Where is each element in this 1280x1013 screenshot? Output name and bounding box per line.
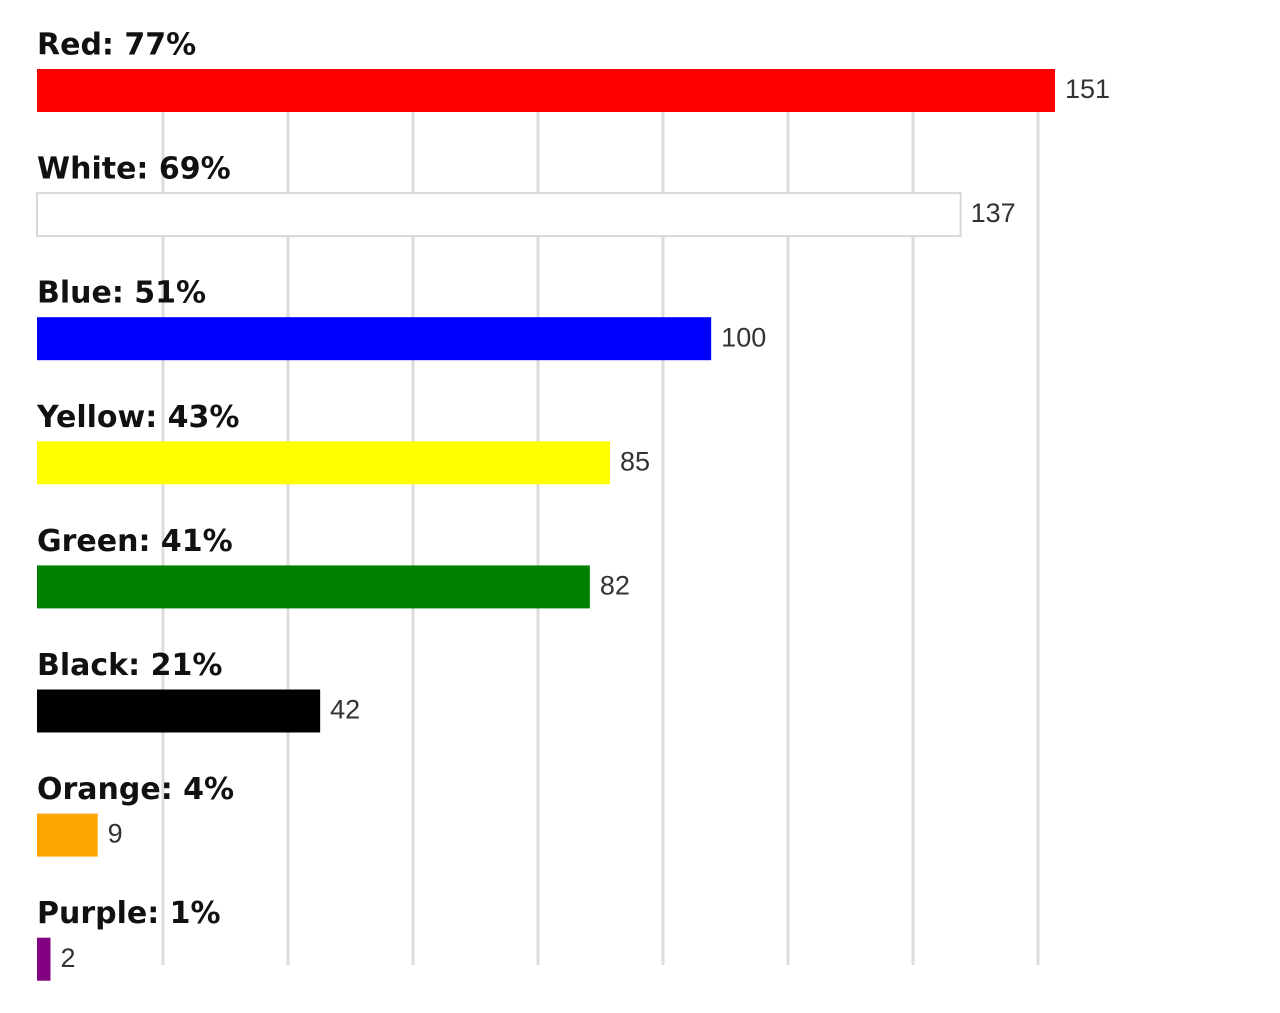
category-label: Yellow: 43% xyxy=(36,400,239,435)
category-label: Orange: 4% xyxy=(37,772,234,807)
bar xyxy=(37,441,611,485)
bar xyxy=(37,69,1055,112)
value-label: 2 xyxy=(60,943,75,973)
bar xyxy=(37,317,712,361)
value-label: 82 xyxy=(600,571,630,601)
value-label: 151 xyxy=(1065,74,1110,104)
value-label: 137 xyxy=(971,198,1016,228)
category-label: Purple: 1% xyxy=(37,896,221,931)
category-label: Green: 41% xyxy=(37,524,233,559)
bar xyxy=(36,192,962,238)
bar xyxy=(37,813,98,857)
value-label: 9 xyxy=(108,819,123,849)
category-label: Blue: 51% xyxy=(37,276,206,311)
category-label: Black: 21% xyxy=(37,648,222,683)
value-label: 42 xyxy=(330,695,360,725)
value-label: 85 xyxy=(620,446,650,476)
bar xyxy=(37,565,590,609)
bar xyxy=(37,937,51,981)
bar xyxy=(37,689,321,733)
category-label: Red: 77% xyxy=(37,28,196,63)
category-label: White: 69% xyxy=(37,152,231,187)
value-label: 100 xyxy=(721,322,766,352)
